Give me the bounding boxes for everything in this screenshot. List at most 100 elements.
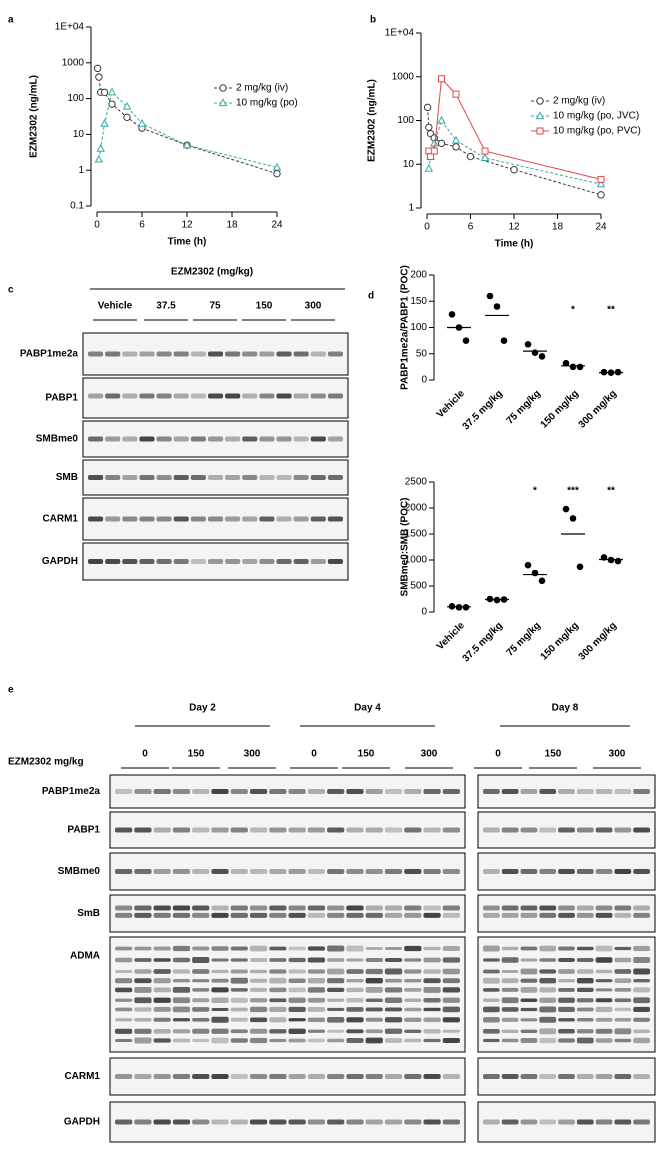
y-axis-title: EZM2302 (ng/mL): [367, 79, 378, 162]
band: [576, 969, 594, 974]
data-point: [486, 292, 494, 300]
band: [346, 969, 364, 974]
band: [327, 1029, 345, 1033]
band: [576, 958, 594, 962]
band: [134, 978, 152, 984]
band: [423, 986, 441, 993]
band: [576, 912, 594, 918]
row-label: PABP1: [67, 825, 100, 836]
band: [115, 912, 133, 918]
band: [139, 351, 155, 357]
band: [404, 827, 422, 833]
band: [327, 998, 345, 1002]
band: [327, 827, 345, 833]
band: [595, 945, 613, 952]
dose-label: 150: [188, 749, 205, 760]
band: [269, 1029, 287, 1034]
dose-label: 0: [495, 749, 501, 760]
x-tick-label: 0: [424, 222, 430, 233]
band: [442, 1038, 460, 1043]
band: [242, 516, 258, 522]
band: [539, 997, 557, 1003]
band: [269, 946, 287, 951]
band: [115, 827, 133, 833]
band: [384, 997, 403, 1003]
band: [211, 987, 229, 993]
band: [520, 998, 538, 1002]
band: [576, 869, 594, 874]
band: [172, 987, 191, 993]
band: [190, 559, 206, 564]
band: [539, 958, 557, 962]
band: [614, 789, 632, 794]
y-tick-label: 100: [67, 93, 84, 104]
band: [558, 905, 575, 911]
band: [423, 969, 441, 974]
marker: [430, 138, 439, 147]
marker: [95, 73, 103, 81]
band: [404, 988, 422, 992]
band: [442, 789, 460, 794]
band: [269, 869, 287, 874]
band: [230, 912, 248, 918]
band: [327, 987, 345, 992]
band: [404, 1017, 422, 1023]
band: [225, 436, 241, 442]
band: [288, 789, 306, 794]
group-label: 150: [256, 301, 273, 312]
band: [384, 912, 403, 918]
marker: [466, 152, 475, 161]
band: [207, 516, 224, 522]
band: [225, 475, 241, 480]
band: [307, 1007, 326, 1012]
band: [501, 1007, 519, 1012]
band: [633, 869, 650, 874]
band: [423, 978, 441, 984]
marker: [94, 154, 104, 163]
band: [483, 958, 500, 962]
band: [115, 1018, 133, 1022]
y-tick-label: 10: [403, 159, 415, 170]
data-point: [462, 337, 470, 344]
band: [172, 789, 191, 794]
band: [134, 969, 152, 974]
y-tick-label: 200: [410, 270, 427, 281]
band: [423, 1029, 441, 1034]
band: [249, 987, 268, 992]
band: [539, 945, 557, 952]
band: [134, 946, 152, 951]
band: [404, 869, 422, 874]
band: [288, 1018, 306, 1022]
band: [501, 997, 519, 1004]
band: [483, 912, 500, 918]
band: [211, 905, 229, 911]
band: [384, 946, 403, 951]
band: [423, 1119, 441, 1125]
band: [134, 997, 152, 1004]
y-tick-label: 1E+04: [385, 28, 415, 39]
band: [539, 987, 557, 993]
band: [115, 905, 133, 911]
band: [269, 1119, 287, 1125]
x-tick-label: 37.5 mg/kg: [461, 388, 505, 432]
band: [190, 475, 206, 480]
band: [423, 957, 441, 963]
band: [288, 969, 306, 974]
band: [192, 957, 210, 963]
data-point: [524, 561, 532, 569]
band: [520, 987, 538, 993]
band: [327, 789, 345, 794]
band: [269, 969, 287, 974]
band: [211, 969, 229, 974]
band: [307, 1038, 326, 1043]
band: [558, 912, 575, 918]
band: [633, 1029, 650, 1034]
band: [423, 912, 441, 918]
y-tick-label: 2000: [405, 503, 428, 514]
band: [276, 516, 292, 522]
band: [173, 436, 189, 442]
marker: [510, 166, 518, 174]
band: [139, 436, 155, 442]
group-label: 37.5: [156, 301, 176, 312]
marker: [597, 191, 605, 199]
